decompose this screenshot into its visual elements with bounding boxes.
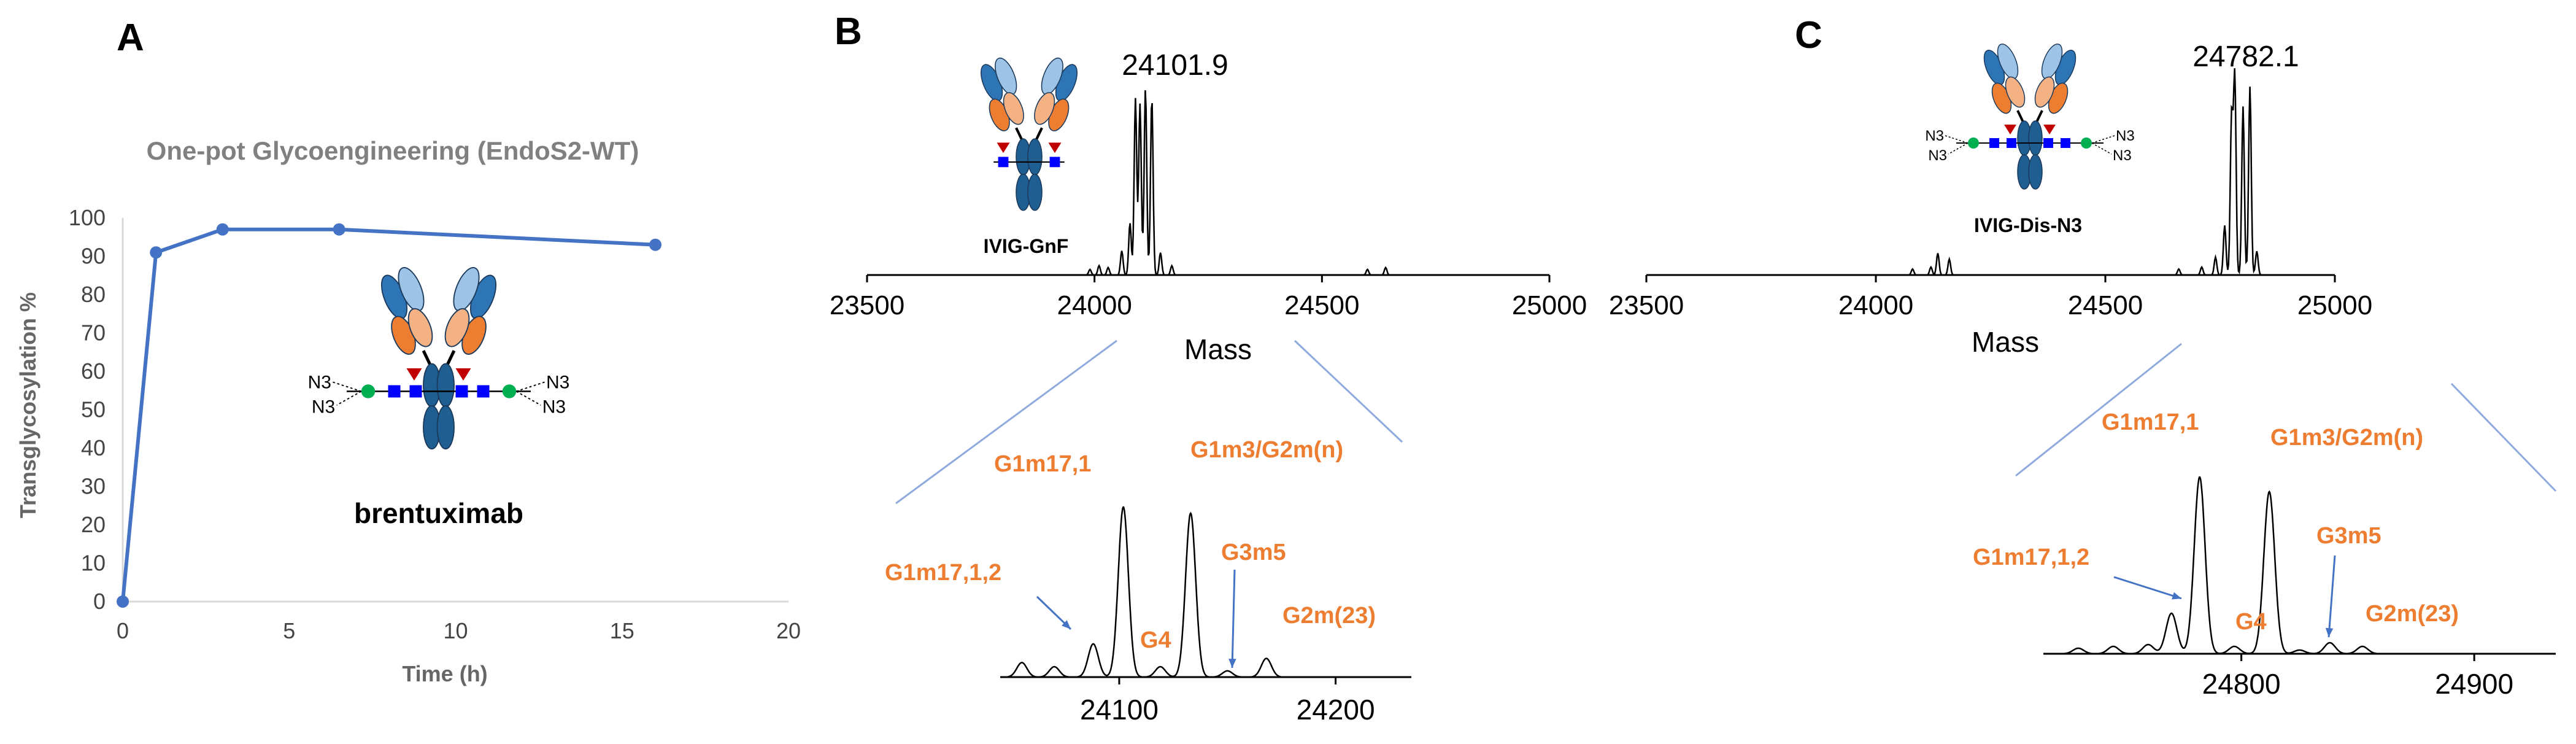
peak-annotation: G1m17,1 (2102, 409, 2199, 435)
azide-label: N3 (1928, 147, 1947, 164)
y-tick-label: 30 (81, 474, 106, 499)
x-tick-label: 25000 (1512, 290, 1587, 320)
peak-annotation: G1m17,1 (994, 451, 1091, 477)
peak-annotation: G4 (1140, 627, 1171, 653)
peak-mass-label: 24782.1 (2192, 41, 2299, 73)
panel-b-spectra: 23500 24000 24500 25000 24101.9 Mass IVIG-G… (830, 49, 1587, 726)
zoom-guide-left (2015, 343, 2182, 477)
peak-annotation: G3m5 (1221, 540, 1286, 565)
annotation-arrowhead (1062, 620, 1071, 629)
antibody-icon: N3 N3 N3 N3 (1925, 44, 2135, 190)
y-tick-label: 20 (81, 512, 106, 537)
spectrum-trace (1646, 68, 2335, 276)
antibody-icon: N3 N3 N3 N3 (308, 267, 569, 450)
annotation-arrowhead (2325, 627, 2334, 637)
peak-annotation: G1m17,1,2 (885, 560, 1001, 586)
x-axis-title: Mass (1972, 326, 2039, 358)
x-tick-label: 24500 (1284, 290, 1359, 320)
y-tick-label: 60 (81, 358, 106, 384)
x-tick-label: 24900 (2435, 668, 2513, 700)
y-tick-labels: 0 10 20 30 40 50 60 70 80 90 100 (69, 205, 106, 614)
y-tick-label: 90 (81, 244, 106, 269)
x-tick-label: 24500 (2068, 290, 2143, 320)
data-series (117, 223, 661, 608)
peak-annotation: G1m3/G2m(n) (1190, 437, 1343, 463)
annotation-arrowhead (1228, 659, 1236, 668)
x-tick-label: 24200 (1297, 694, 1375, 726)
data-point (117, 595, 129, 608)
x-tick-label: 25000 (2297, 290, 2372, 320)
annotation-arrowhead (2172, 592, 2181, 600)
full-spectrum: 23500 24000 24500 25000 (1609, 68, 2372, 320)
azide-label: N3 (1925, 128, 1944, 144)
inset-antibody-label: brentuximab (354, 497, 523, 529)
panel-letter-c: C (1795, 14, 1822, 56)
x-tick-label: 15 (610, 618, 634, 643)
panel-c-spectra: 23500 24000 24500 25000 24782.1 Mass N3N3N3… (1609, 41, 2557, 700)
zoom-guide-right (2450, 382, 2557, 492)
x-tick-label: 20 (776, 618, 801, 643)
azide-label: N3 (542, 397, 566, 417)
x-axis-title: Mass (1184, 333, 1252, 365)
chart-title: One-pot Glycoengineering (EndoS2-WT) (147, 136, 639, 165)
y-tick-label: 10 (81, 551, 106, 576)
inset-antibody-label: IVIG-GnF (984, 235, 1069, 257)
y-axis-title: Transglycosylation % (15, 292, 40, 518)
data-point (649, 238, 661, 251)
zoom-spectrum: 24100 24200 G1m17,1 G1m3/G2m(n) G1m17,1,2 G4 G… (885, 437, 1411, 726)
spectrum-trace (867, 90, 1549, 276)
annotation-arrow (2113, 576, 2182, 600)
y-tick-label: 100 (69, 205, 106, 230)
y-tick-label: 80 (81, 282, 106, 307)
peak-annotation: G1m17,1,2 (1973, 544, 2089, 570)
peak-annotation: G3m5 (2316, 523, 2381, 549)
axes (121, 218, 789, 603)
data-point (150, 246, 163, 259)
y-tick-label: 40 (81, 435, 106, 460)
x-tick-label: 23500 (1609, 290, 1684, 320)
y-tick-label: 0 (93, 589, 106, 614)
zoom-spectrum: 24800 24900 G1m17,1 G1m3/G2m(n) G1m17,1,2 G4 G… (1973, 409, 2556, 700)
peak-annotation: G2m(23) (2366, 601, 2459, 627)
data-point (333, 223, 345, 236)
data-point (216, 223, 229, 236)
peak-annotation: G1m3/G2m(n) (2270, 425, 2423, 451)
peak-mass-label: 24101.9 (1122, 49, 1228, 82)
azide-label: N3 (312, 397, 335, 417)
spectrum-trace (2043, 476, 2556, 655)
x-tick-label: 5 (283, 618, 295, 643)
x-tick-label: 23500 (830, 290, 904, 320)
zoom-guide-right (1294, 339, 1403, 443)
x-tick-label: 24000 (1838, 290, 1913, 320)
panel-a-chart: One-pot Glycoengineering (EndoS2-WT) 0 10… (15, 136, 801, 686)
x-tick-label: 24100 (1080, 694, 1159, 726)
x-tick-labels: 0 5 10 15 20 (117, 618, 801, 643)
y-tick-label: 70 (81, 320, 106, 346)
x-tick-label: 24000 (1057, 290, 1132, 320)
x-tick-label: 0 (117, 618, 129, 643)
azide-label: N3 (2113, 147, 2132, 164)
azide-label: N3 (2116, 128, 2135, 144)
annotation-arrow (2327, 555, 2336, 638)
x-axis-title: Time (h) (402, 661, 487, 686)
inset-antibody-label: IVIG-Dis-N3 (1974, 214, 2082, 236)
annotation-arrow (1231, 569, 1236, 668)
azide-label: N3 (308, 373, 331, 393)
azide-label: N3 (546, 373, 569, 393)
antibody-icon (981, 57, 1078, 211)
full-spectrum: 23500 24000 24500 25000 (830, 90, 1587, 320)
panel-letter-b: B (835, 10, 862, 53)
y-tick-label: 50 (81, 397, 106, 422)
panel-letter-a: A (117, 17, 144, 59)
x-tick-label: 10 (443, 618, 468, 643)
peak-annotation: G4 (2235, 609, 2267, 635)
peak-annotation: G2m(23) (1282, 603, 1376, 629)
spectrum-trace (1000, 506, 1411, 678)
x-tick-label: 24800 (2202, 668, 2281, 700)
zoom-guide-left (895, 339, 1117, 505)
